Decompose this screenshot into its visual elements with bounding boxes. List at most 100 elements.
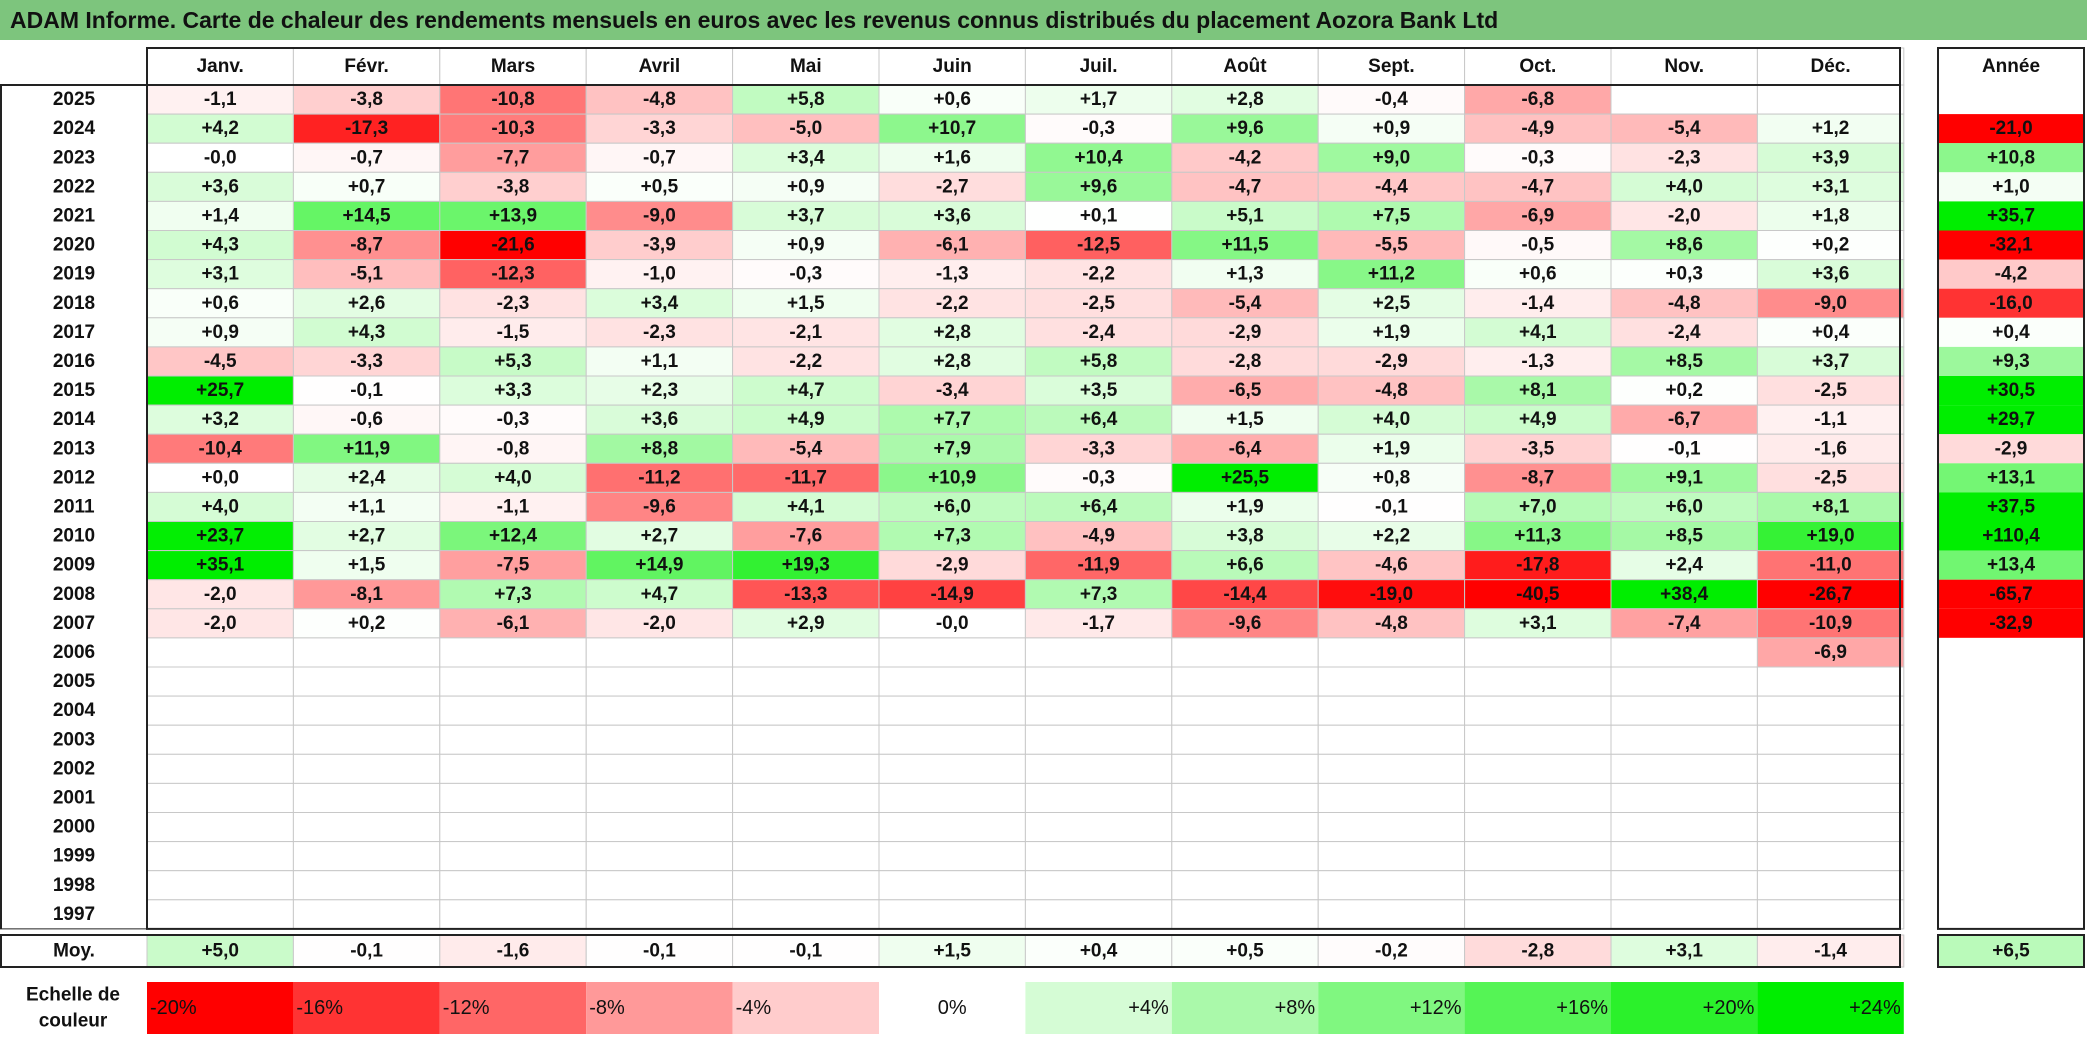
cell-value: +9,6: [1080, 176, 1118, 197]
heatmap-cell: [1610, 608, 1758, 639]
heatmap-cell: [585, 259, 734, 290]
heatmap-cell: [439, 521, 587, 552]
annual-value: -21,0: [1989, 118, 2032, 139]
heatmap-cell: [1756, 433, 1905, 464]
year-label: 2018: [53, 293, 95, 314]
cell-value: +2,6: [348, 293, 386, 314]
heatmap-cell: [1317, 317, 1466, 348]
year-header-label: Année: [1982, 56, 2040, 77]
cell-value: +3,1: [1812, 176, 1850, 197]
cell-value: +11,9: [343, 438, 390, 459]
heatmap-cell: [1171, 782, 1319, 814]
annual-cell: [1938, 637, 2084, 667]
cell-value: -2,2: [936, 293, 969, 314]
cell-value: -6,5: [1229, 380, 1262, 401]
heatmap-cell: [1610, 782, 1758, 814]
heatmap-cell: [585, 200, 734, 231]
heatmap-cell: [1464, 724, 1612, 755]
heatmap-cell: [585, 666, 734, 697]
annual-cell: [1938, 288, 2084, 318]
heatmap-cell: [1756, 782, 1905, 814]
cell-value: -12,3: [491, 264, 534, 285]
cell-value: -4,9: [1082, 526, 1115, 547]
heatmap-cell: [585, 142, 734, 173]
heatmap-cell: [878, 870, 1026, 901]
heatmap-cell: [1317, 637, 1466, 668]
year-label: 2023: [53, 147, 95, 168]
heatmap-cell: [292, 695, 441, 726]
cell-value: -2,4: [1082, 322, 1115, 343]
heatmap-cell: [1024, 433, 1173, 464]
heatmap-cell: [585, 462, 734, 493]
heatmap-cell: [439, 724, 587, 755]
cell-value: -17,8: [1516, 555, 1559, 576]
heatmap-cell: [1756, 753, 1905, 784]
heatmap-cell: [292, 608, 441, 639]
heatmap-cell: [146, 666, 294, 697]
month-header-label: Mai: [790, 56, 822, 77]
heatmap-cell: [439, 113, 587, 144]
cell-value: -3,4: [936, 380, 969, 401]
heatmap-cell: [1610, 200, 1758, 231]
cell-value: -2,3: [1668, 147, 1701, 168]
cell-value: +0,2: [1812, 235, 1850, 256]
heatmap-cell: [439, 142, 587, 173]
heatmap-cell: [1464, 666, 1612, 697]
year-label: 2012: [53, 467, 95, 488]
heatmap-cell: [1464, 404, 1612, 435]
average-frame: [0, 934, 1901, 968]
cell-value: +8,8: [641, 438, 679, 459]
scale-step-label: +16%: [1556, 997, 1608, 1019]
scale-swatch: [1171, 982, 1319, 1034]
average-value: -2,8: [1521, 941, 1554, 962]
cell-value: +12,4: [489, 526, 538, 547]
cell-value: -11,2: [638, 467, 680, 488]
cell-value: +11,3: [1514, 526, 1561, 547]
month-header-cell: [1756, 47, 1905, 86]
cell-value: -2,0: [204, 584, 237, 605]
heatmap-cell: [1610, 171, 1758, 202]
annual-value: +30,5: [1987, 380, 2036, 401]
heatmap-cell: [292, 521, 441, 552]
heatmap-cell: [1024, 637, 1173, 668]
month-header-cell: [732, 47, 880, 86]
year-label: 2021: [53, 205, 96, 226]
cell-value: -0,0: [204, 147, 237, 168]
cell-value: +4,2: [201, 118, 239, 139]
heatmap-cell: [1756, 288, 1905, 319]
scale-label: couleur: [39, 1011, 108, 1032]
heatmap-cell: [1317, 579, 1466, 610]
cell-value: -5,5: [1375, 235, 1408, 256]
heatmap-cell: [146, 404, 294, 435]
cell-value: +2,9: [787, 613, 825, 634]
cell-value: +38,4: [1660, 584, 1709, 605]
cell-value: +23,7: [196, 526, 244, 547]
heatmap-cell: [732, 521, 880, 552]
month-header-cell: [1171, 47, 1319, 86]
heatmap-cell: [146, 782, 294, 814]
scale-label: Echelle de: [26, 985, 120, 1006]
cell-value: +13,9: [489, 205, 537, 226]
cell-value: -6,7: [1668, 409, 1701, 430]
annual-cell: [1938, 608, 2084, 638]
heatmap-cell: [439, 84, 587, 115]
heatmap-cell: [878, 346, 1026, 377]
cell-value: +25,7: [196, 380, 244, 401]
cell-value: -1,4: [1521, 293, 1554, 314]
heatmap-cell: [292, 724, 441, 755]
scale-swatch: [439, 982, 587, 1034]
average-cell: [1317, 934, 1466, 968]
cell-value: -2,1: [789, 322, 822, 343]
cell-value: +7,3: [494, 584, 532, 605]
cell-value: -2,0: [204, 613, 237, 634]
annual-cell: [1938, 259, 2084, 289]
cell-value: -7,5: [497, 555, 530, 576]
heatmap-cell: [878, 841, 1026, 872]
heatmap-cell: [585, 753, 734, 784]
heatmap-cell: [1756, 695, 1905, 726]
heatmap-cell: [878, 899, 1026, 930]
heatmap-cell: [292, 171, 441, 202]
heatmap-cell: [1317, 782, 1466, 814]
cell-value: +0,2: [348, 613, 386, 634]
heatmap-cell: [1610, 841, 1758, 872]
